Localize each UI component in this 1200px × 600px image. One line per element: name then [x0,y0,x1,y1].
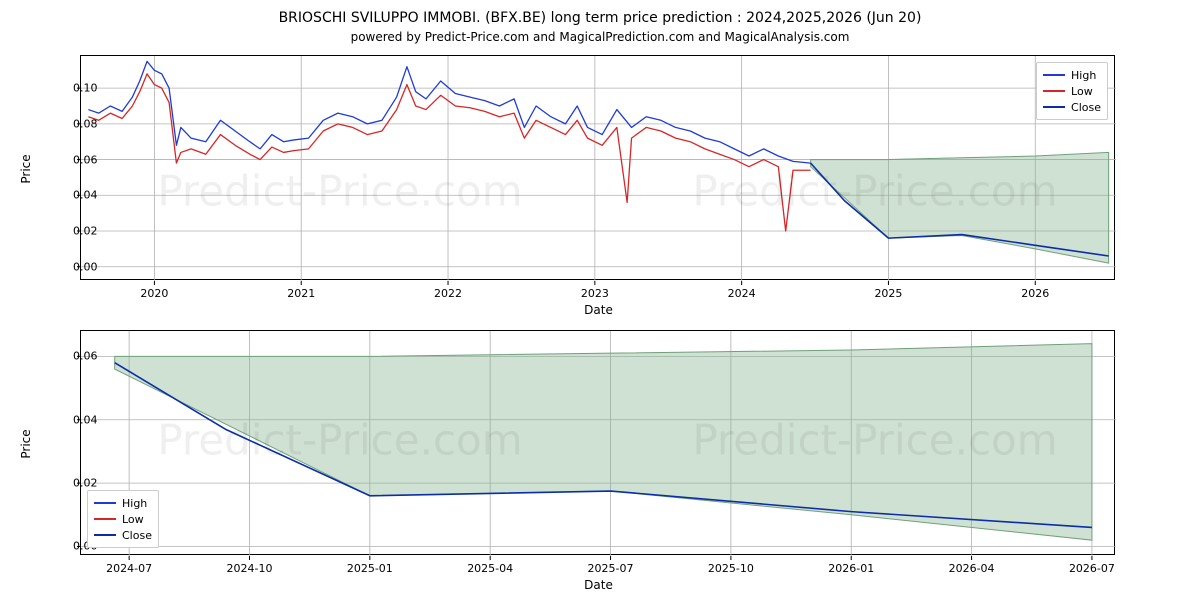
legend-swatch [1043,106,1065,108]
x-tick-label: 2024-07 [106,562,152,575]
x-tick-label: 2021 [287,287,315,300]
figure: { "figure": { "width_px": 1200, "height_… [0,0,1200,600]
legend-label: Low [122,513,144,526]
legend-item: Close [1043,99,1101,115]
y-axis-label: Price [19,154,33,183]
x-tick-label: 2023 [581,287,609,300]
x-tick-label: 2020 [140,287,168,300]
chart-title: BRIOSCHI SVILUPPO IMMOBI. (BFX.BE) long … [0,10,1200,26]
legend-item: High [94,495,152,511]
x-tick-label: 2026-07 [1069,562,1115,575]
x-axis-label: Date [584,578,613,592]
x-tick-label: 2026-04 [949,562,995,575]
top-chart-panel: 20202021202220232024202520260.000.020.04… [80,55,1115,280]
x-tick-label: 2026-01 [828,562,874,575]
legend: High Low Close [1036,62,1108,120]
legend-item: Low [94,511,152,527]
chart-subtitle: powered by Predict-Price.com and Magical… [0,30,1200,44]
x-tick-label: 2026 [1021,287,1049,300]
x-tick-label: 2025-04 [467,562,513,575]
legend-label: Low [1071,85,1093,98]
x-tick-label: 2025-07 [588,562,634,575]
forecast-band [811,152,1109,263]
legend-item: High [1043,67,1101,83]
legend-swatch [94,534,116,536]
x-tick-label: 2024-10 [227,562,273,575]
chart-svg [81,56,1116,281]
bottom-chart-panel: 2024-072024-102025-012025-042025-072025-… [80,330,1115,555]
x-tick-label: 2025 [874,287,902,300]
legend-swatch [94,518,116,520]
legend-label: High [1071,69,1096,82]
legend-label: Close [122,529,152,542]
forecast-band [115,344,1092,540]
x-axis-label: Date [584,303,613,317]
legend-item: Low [1043,83,1101,99]
legend-swatch [94,502,116,504]
legend-swatch [1043,74,1065,76]
legend-label: Close [1071,101,1101,114]
chart-svg [81,331,1116,556]
x-tick-label: 2025-10 [708,562,754,575]
x-tick-label: 2024 [728,287,756,300]
y-axis-label: Price [19,429,33,458]
legend: High Low Close [87,490,159,548]
x-tick-label: 2025-01 [347,562,393,575]
legend-swatch [1043,90,1065,92]
legend-label: High [122,497,147,510]
x-tick-label: 2022 [434,287,462,300]
series-low [88,74,810,231]
legend-item: Close [94,527,152,543]
